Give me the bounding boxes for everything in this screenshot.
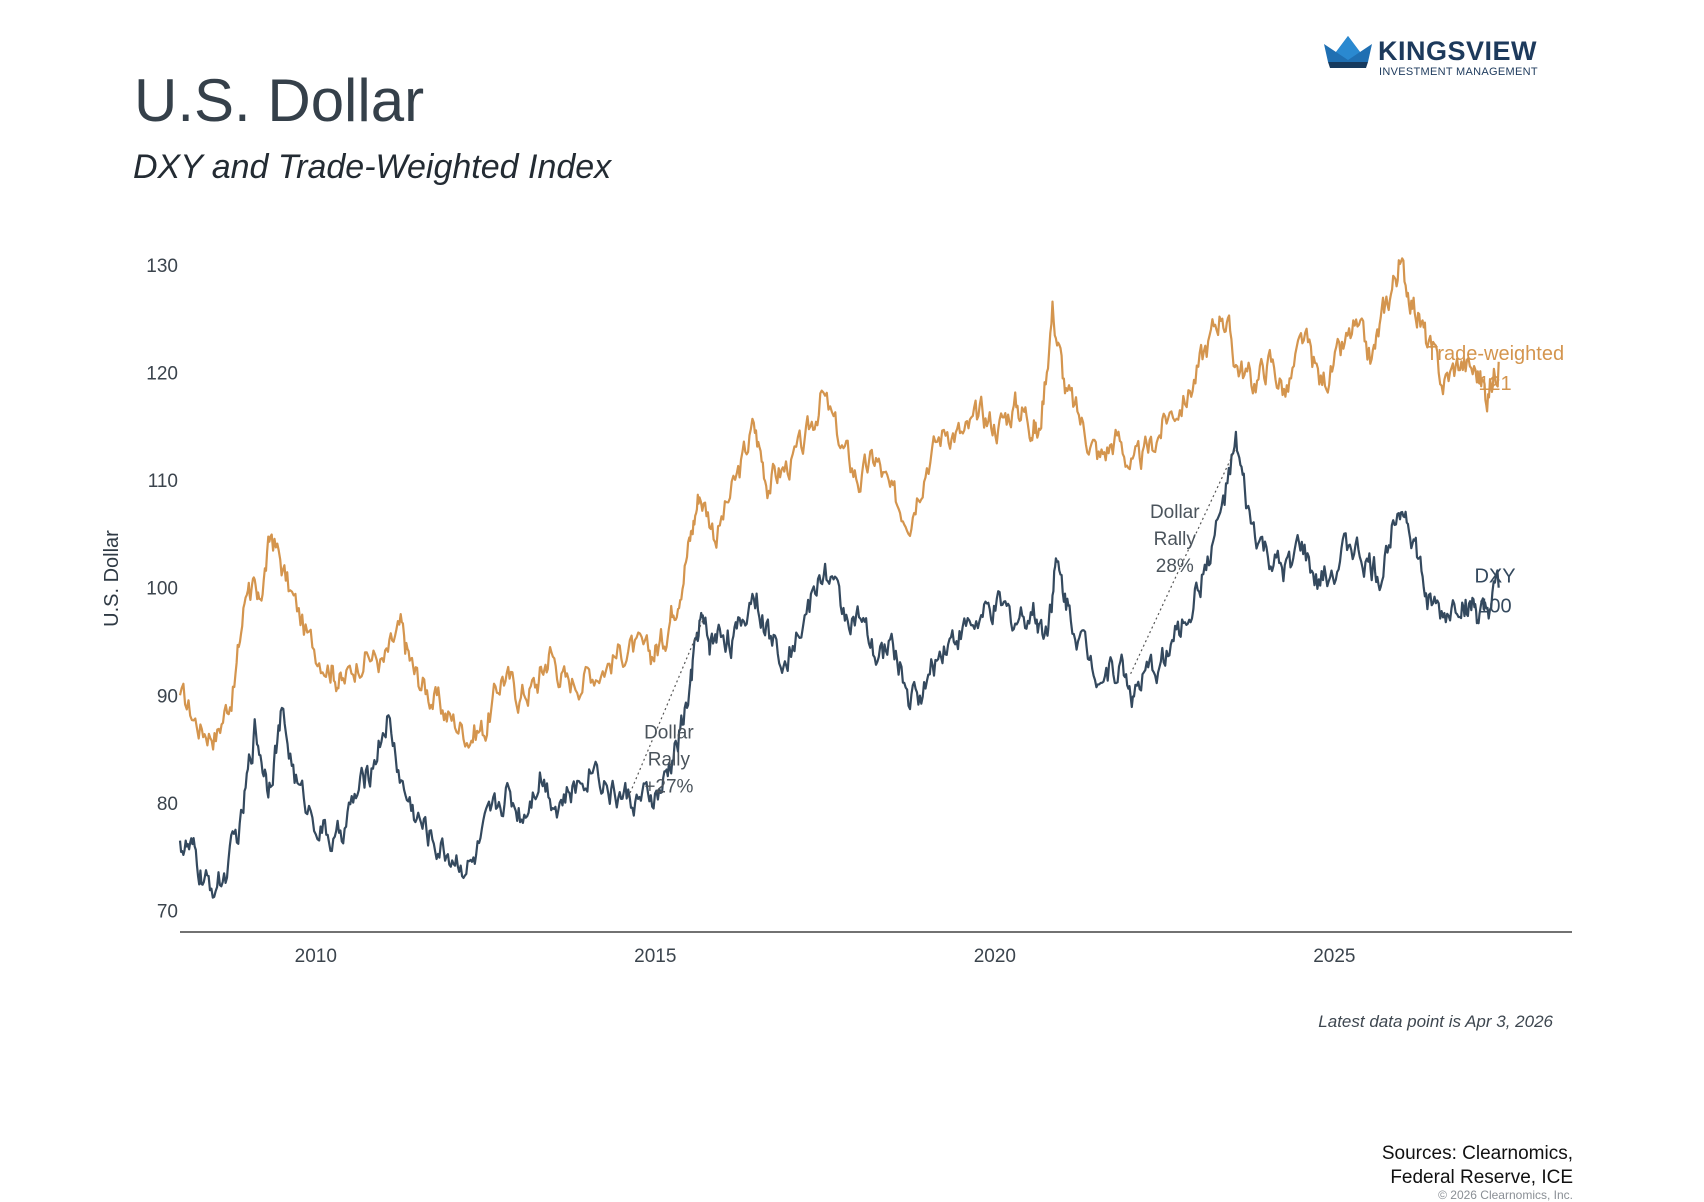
y-tick-label-110: 110 — [148, 471, 178, 492]
y-tick-label-120: 120 — [146, 364, 178, 385]
copyright-text: © 2026 Clearnomics, Inc. — [1438, 1188, 1573, 1202]
annotation-1-line-3: +27% — [644, 776, 693, 797]
sources-line-2: Federal Reserve, ICE — [1390, 1167, 1573, 1188]
series-end-value-trade-weighted: 121 — [1478, 373, 1511, 395]
x-tick-label-2025: 2025 — [1313, 946, 1355, 967]
series-line-dxy — [178, 430, 1500, 899]
y-tick-label-130: 130 — [146, 256, 178, 277]
annotation-line-2 — [1130, 447, 1237, 675]
x-tick-label-2020: 2020 — [974, 946, 1016, 967]
y-axis-title: U.S. Dollar — [101, 530, 123, 627]
logo-tagline: INVESTMENT MANAGEMENT — [1379, 66, 1538, 78]
y-tick-label-100: 100 — [146, 579, 178, 600]
y-tick-label-80: 80 — [157, 794, 178, 815]
series-end-value-dxy: 100 — [1478, 596, 1511, 618]
x-axis: 2010 2015 2020 2025 — [180, 931, 1572, 967]
logo-name: KINGSVIEW — [1378, 36, 1538, 66]
series-line-trade-weighted — [178, 257, 1500, 751]
label-layer: Trade-weighted 121 DXY 100 — [1426, 343, 1564, 618]
y-tick-label-70: 70 — [157, 901, 178, 922]
annotation-2-line-3: 28% — [1156, 556, 1194, 577]
sources-text: Sources: Clearnomics, Federal Reserve, I… — [1260, 1142, 1573, 1190]
annotation-2-line-2: Rally — [1154, 529, 1197, 550]
x-tick-label-2010: 2010 — [295, 946, 337, 967]
series-layer — [178, 257, 1500, 899]
y-axis: U.S. Dollar 70 80 90 100 110 120 130 — [101, 256, 178, 922]
latest-data-note: Latest data point is Apr 3, 2026 — [1318, 1012, 1553, 1031]
kingsview-logo: KINGSVIEW INVESTMENT MANAGEMENT — [1320, 30, 1550, 80]
crown-icon — [1324, 36, 1372, 68]
page-subtitle: DXY and Trade-Weighted Index — [133, 148, 612, 186]
series-end-label-dxy: DXY — [1474, 566, 1515, 588]
y-tick-label-90: 90 — [157, 686, 178, 707]
annotation-layer: Dollar Rally +27% Dollar Rally 28% — [627, 447, 1237, 798]
annotation-1-line-1: Dollar — [644, 722, 694, 743]
x-tick-label-2015: 2015 — [634, 946, 676, 967]
page-title: U.S. Dollar — [134, 67, 425, 134]
sources-line-1: Sources: Clearnomics, — [1381, 1143, 1573, 1164]
annotation-line-1 — [627, 619, 704, 798]
series-end-label-trade-weighted: Trade-weighted — [1426, 343, 1564, 365]
annotation-1-line-2: Rally — [648, 749, 691, 770]
annotation-2-line-1: Dollar — [1150, 502, 1200, 523]
